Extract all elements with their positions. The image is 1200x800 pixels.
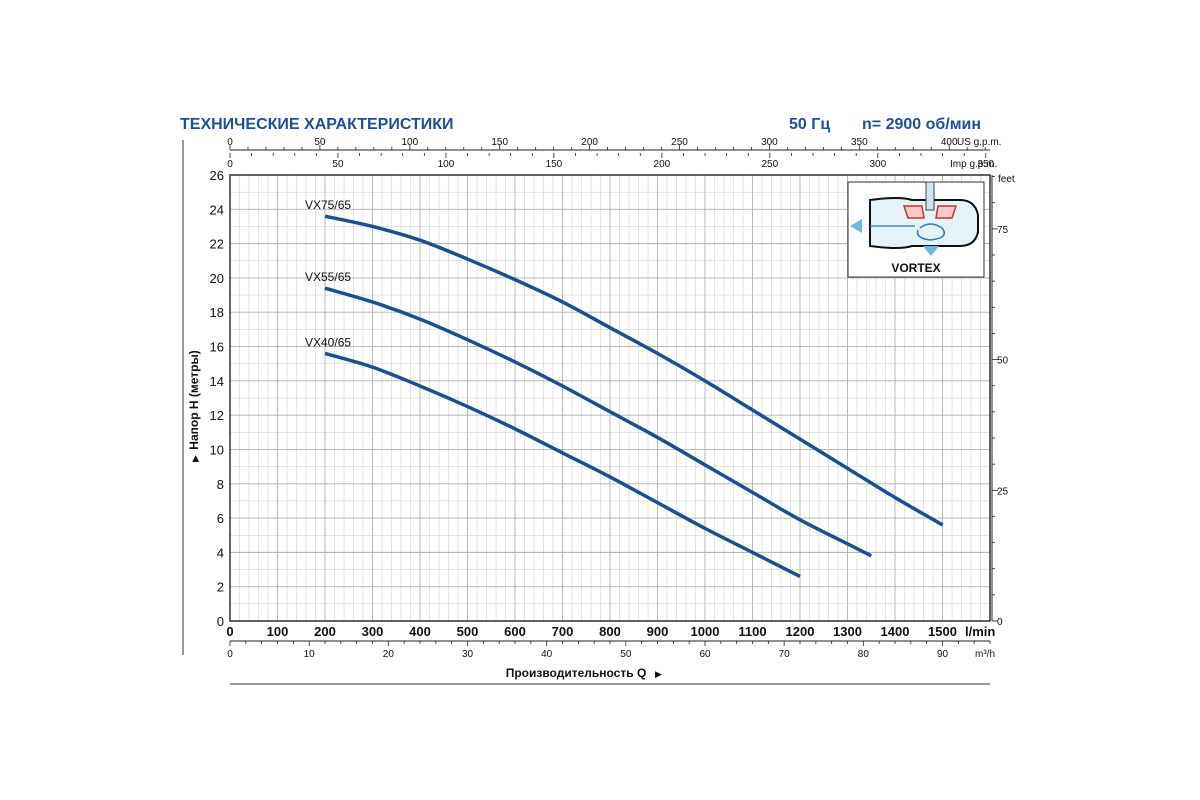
series-label: VX55/65: [305, 270, 351, 284]
y-tick-label: 6: [217, 511, 224, 526]
y-tick-label: 0: [217, 614, 224, 629]
x-tick-label: 200: [314, 624, 336, 639]
us-gpm-tick-label: 50: [314, 137, 326, 148]
m3h-tick-label: 0: [227, 649, 233, 660]
x-tick-label: 1500: [928, 624, 957, 639]
series-label: VX75/65: [305, 198, 351, 212]
y-tick-label: 24: [210, 202, 224, 217]
y-tick-label: 12: [210, 408, 224, 423]
m3h-tick-label: 20: [383, 649, 395, 660]
us-gpm-tick-label: 350: [851, 137, 868, 148]
m3h-unit-label: m³/h: [975, 649, 995, 660]
y-tick-label: 16: [210, 340, 224, 355]
y-tick-label: 4: [217, 545, 224, 560]
imp-gpm-tick-label: 250: [762, 159, 779, 170]
vortex-swirl-icon: [916, 223, 945, 241]
y-tick-label: 26: [210, 168, 224, 183]
x-tick-label: 100: [267, 624, 289, 639]
y-tick-label: 10: [210, 442, 224, 457]
y-tick-label: 14: [210, 374, 224, 389]
frequency-label: 50 Гц: [789, 116, 830, 133]
m3h-tick-label: 10: [304, 649, 316, 660]
us-gpm-tick-label: 100: [401, 137, 418, 148]
feet-tick-label: 50: [997, 356, 1009, 367]
m3h-tick-label: 90: [937, 649, 949, 660]
imp-gpm-tick-label: 200: [654, 159, 671, 170]
x-axis-arrow-icon: ▶: [655, 669, 662, 679]
imp-gpm-tick-label: 0: [227, 159, 233, 170]
x-tick-label: 400: [409, 624, 431, 639]
y-tick-label: 8: [217, 477, 224, 492]
inset-label: VORTEX: [891, 261, 940, 275]
grid: [229, 174, 991, 622]
pump-shaft-icon: [925, 181, 935, 211]
us-gpm-tick-label: 400: [941, 137, 958, 148]
m3h-tick-label: 50: [620, 649, 632, 660]
us-gpm-unit-label: US g.p.m.: [957, 137, 1001, 148]
impeller-left-icon: [902, 205, 925, 219]
m3h-tick-label: 30: [462, 649, 474, 660]
us-gpm-tick-label: 200: [581, 137, 598, 148]
impeller-right-icon: [935, 205, 958, 219]
series-line-vx40-65: [324, 351, 801, 578]
us-gpm-tick-label: 250: [671, 137, 688, 148]
x-tick-label: 1200: [786, 624, 815, 639]
m3h-tick-label: 40: [541, 649, 553, 660]
x-tick-label: 800: [599, 624, 621, 639]
series-label: VX40/65: [305, 335, 351, 349]
plot-frame: [229, 174, 991, 622]
imp-gpm-tick-label: 50: [332, 159, 344, 170]
imp-gpm-tick-label: 350: [977, 159, 994, 170]
x-unit-label: l/min: [965, 624, 995, 639]
x-tick-label: 0: [226, 624, 233, 639]
us-gpm-tick-label: 0: [227, 137, 233, 148]
x-tick-label: 900: [647, 624, 669, 639]
x-tick-label: 1100: [738, 624, 766, 639]
x-tick-label: 1400: [881, 624, 910, 639]
vortex-inset: VORTEX: [847, 181, 985, 278]
feet-tick-label: 0: [997, 617, 1003, 628]
imp-gpm-tick-label: 150: [546, 159, 563, 170]
y-tick-label: 18: [210, 305, 224, 320]
y-axis-title: Напор Н (метры): [187, 350, 201, 449]
m3h-tick-label: 80: [858, 649, 870, 660]
outlet-arrow-icon: [850, 219, 862, 233]
m3h-tick-label: 60: [699, 649, 711, 660]
m3h-tick-label: 70: [779, 649, 791, 660]
us-gpm-tick-label: 300: [761, 137, 778, 148]
series-line-vx55-65: [324, 286, 873, 558]
x-tick-label: 300: [362, 624, 384, 639]
x-tick-label: 1000: [691, 624, 720, 639]
x-tick-label: 500: [457, 624, 479, 639]
y-tick-label: 2: [217, 580, 224, 595]
imp-gpm-unit-label: Imp g.p.m.: [950, 159, 997, 170]
series-group: VX75/65 VX55/65 VX40/65: [305, 198, 944, 578]
x-tick-label: 600: [504, 624, 526, 639]
feet-unit-label: feet: [998, 174, 1015, 185]
page-title: ТЕХНИЧЕСКИЕ ХАРАКТЕРИСТИКИ: [180, 116, 454, 133]
feet-tick-label: 25: [997, 486, 1009, 497]
imp-gpm-tick-label: 100: [438, 159, 455, 170]
x-axis-title: Производительность Q: [506, 666, 647, 680]
x-tick-label: 1300: [833, 624, 862, 639]
series-line-vx75-65: [324, 214, 944, 527]
y-tick-label: 20: [210, 271, 224, 286]
speed-label: n= 2900 об/мин: [862, 116, 981, 133]
y-tick-label: 22: [210, 237, 224, 252]
imp-gpm-tick-label: 300: [869, 159, 886, 170]
y-axis-arrow-icon: ▶: [190, 455, 200, 462]
x-tick-label: 700: [552, 624, 574, 639]
feet-tick-label: 75: [997, 225, 1009, 236]
inlet-arrow-icon: [923, 246, 939, 256]
pump-casing-icon: [869, 197, 979, 249]
us-gpm-tick-label: 150: [491, 137, 508, 148]
